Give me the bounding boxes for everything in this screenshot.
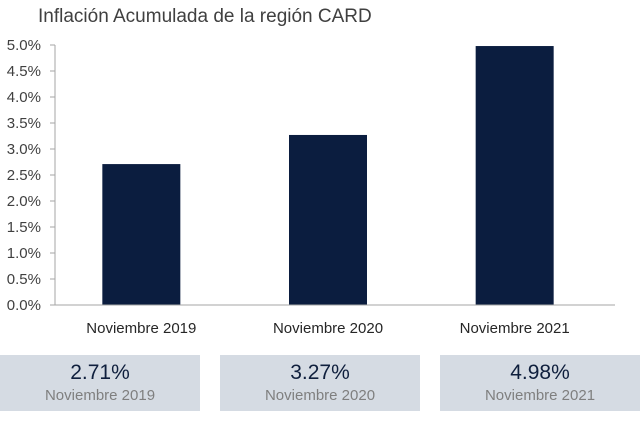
- y-tick-label: 4.0%: [7, 89, 41, 106]
- summary-value: 2.71%: [70, 361, 130, 384]
- summary-card-2021: 4.98% Noviembre 2021: [440, 355, 640, 411]
- y-tick-label: 1.5%: [7, 219, 41, 236]
- x-tick-label: Noviembre 2021: [460, 320, 570, 337]
- bar: [102, 164, 181, 305]
- y-tick-label: 0.0%: [7, 297, 41, 314]
- y-tick-label: 3.5%: [7, 115, 41, 132]
- summary-card-2020: 3.27% Noviembre 2020: [220, 355, 420, 411]
- y-tick-label: 1.0%: [7, 245, 41, 262]
- y-tick-label: 4.5%: [7, 63, 41, 80]
- y-axis: 0.0% 0.5% 1.0% 1.5% 2.0% 2.5% 3.0% 3.5% 4.0% 4.5%…: [7, 37, 56, 314]
- x-axis: Noviembre 2019 Noviembre 2020 Noviembre 20…: [55, 304, 615, 337]
- y-tick-label: 5.0%: [7, 37, 41, 54]
- y-tick-label: 2.0%: [7, 193, 41, 210]
- summary-card-2019: 2.71% Noviembre 2019: [0, 355, 200, 411]
- x-tick-label: Noviembre 2020: [273, 320, 383, 337]
- bar-chart: 0.0% 0.5% 1.0% 1.5% 2.0% 2.5% 3.0% 3.5% 4.0% 4.5%…: [7, 37, 615, 337]
- summary-label: Noviembre 2020: [264, 387, 376, 404]
- chart-title: Inflación Acumulada de la región CARD: [38, 6, 372, 27]
- y-tick-label: 0.5%: [7, 271, 41, 288]
- summary-value: 4.98%: [510, 361, 570, 384]
- x-tick-label: Noviembre 2019: [86, 320, 196, 337]
- y-tick-label: 3.0%: [7, 141, 41, 158]
- summary-label: Noviembre 2021: [484, 387, 596, 404]
- summary-value: 3.27%: [290, 361, 350, 384]
- bar: [475, 46, 554, 305]
- y-tick-label: 2.5%: [7, 167, 41, 184]
- summary-label: Noviembre 2019: [44, 387, 156, 404]
- bar: [289, 134, 367, 305]
- bars: [102, 46, 554, 305]
